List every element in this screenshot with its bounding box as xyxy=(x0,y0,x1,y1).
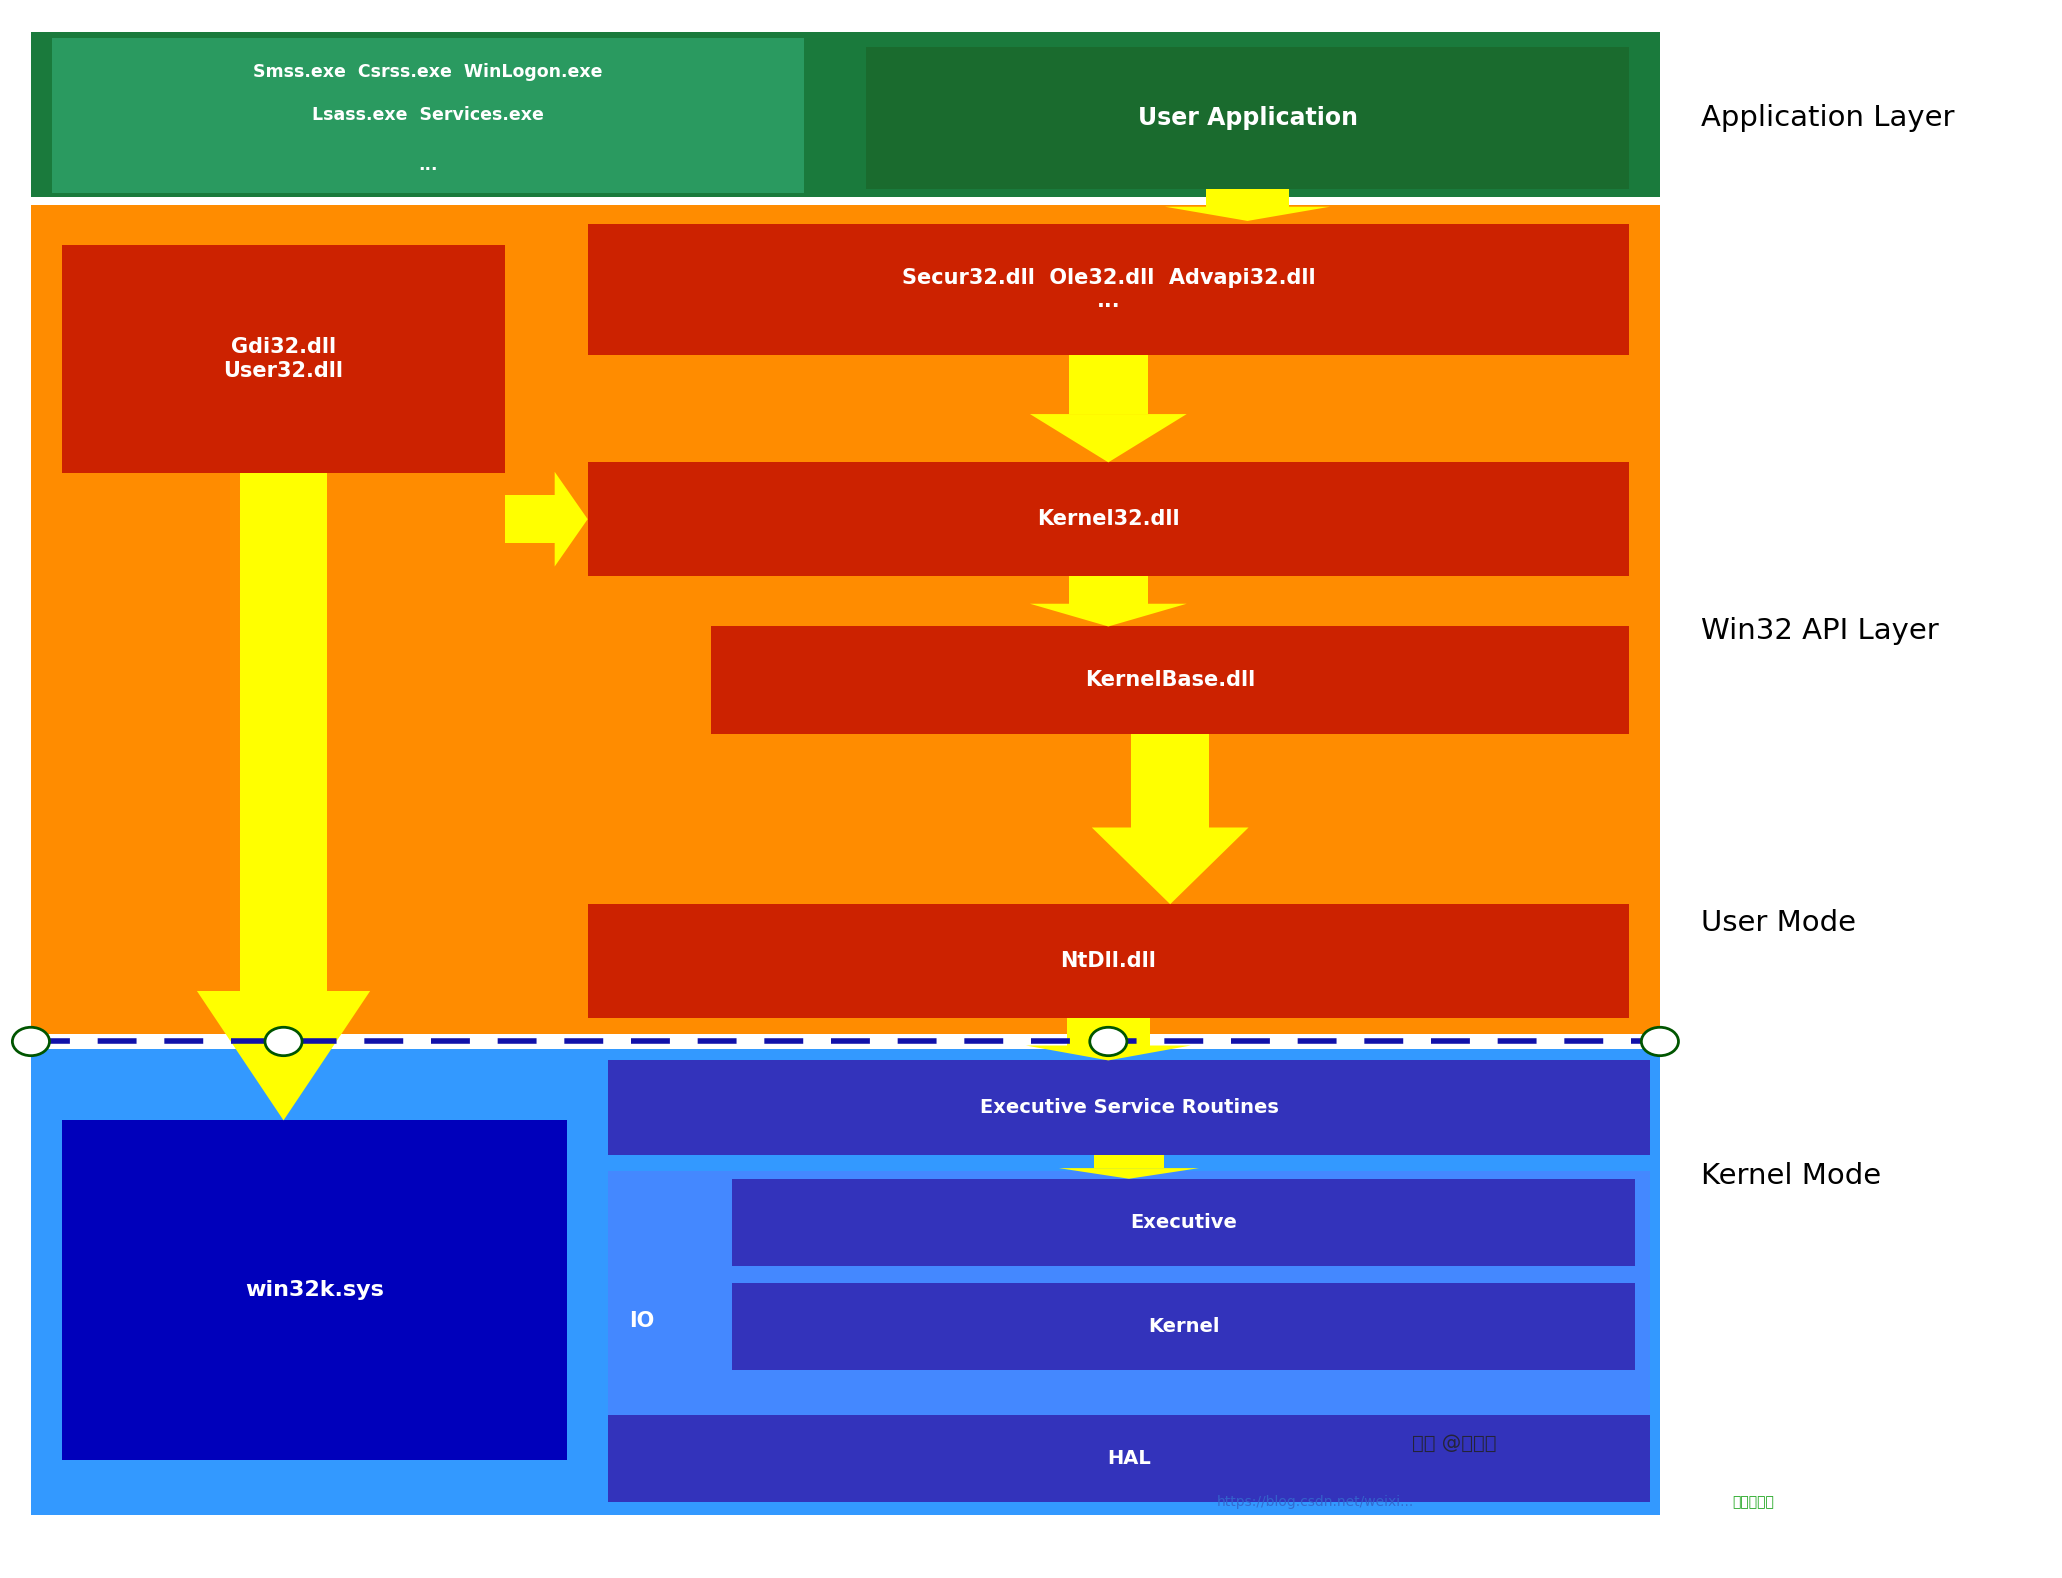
Circle shape xyxy=(12,1027,49,1056)
Text: User Mode: User Mode xyxy=(1701,909,1856,937)
Bar xyxy=(1130,734,1208,827)
Bar xyxy=(732,1283,1635,1370)
Text: 自动秘链接: 自动秘链接 xyxy=(1732,1496,1773,1509)
Polygon shape xyxy=(1165,207,1330,221)
Text: KernelBase.dll: KernelBase.dll xyxy=(1085,671,1256,690)
Text: Executive: Executive xyxy=(1130,1212,1237,1232)
Bar xyxy=(711,626,1629,734)
Polygon shape xyxy=(1027,1046,1192,1060)
Bar xyxy=(52,38,804,193)
Text: 知乎 @坚毅猿: 知乎 @坚毅猿 xyxy=(1412,1434,1497,1453)
Bar xyxy=(1068,355,1146,413)
Bar xyxy=(608,1060,1650,1155)
Bar xyxy=(866,47,1629,189)
Text: win32k.sys: win32k.sys xyxy=(245,1280,384,1300)
Bar xyxy=(1068,576,1146,604)
Bar xyxy=(608,1415,1650,1502)
Bar xyxy=(1206,189,1289,207)
Text: NtDll.dll: NtDll.dll xyxy=(1060,952,1157,970)
Bar xyxy=(608,1171,1650,1460)
Text: Win32 API Layer: Win32 API Layer xyxy=(1701,617,1938,645)
Text: Gdi32.dll
User32.dll: Gdi32.dll User32.dll xyxy=(223,338,344,380)
Bar xyxy=(588,904,1629,1018)
Bar xyxy=(62,245,505,473)
Bar xyxy=(1093,1155,1163,1168)
Text: Executive Service Routines: Executive Service Routines xyxy=(979,1098,1278,1117)
Text: HAL: HAL xyxy=(1107,1449,1151,1469)
Polygon shape xyxy=(198,991,371,1120)
Circle shape xyxy=(266,1027,303,1056)
Circle shape xyxy=(1641,1027,1678,1056)
Text: Kernel Mode: Kernel Mode xyxy=(1701,1161,1881,1190)
Polygon shape xyxy=(1093,827,1250,904)
Bar xyxy=(62,1120,567,1460)
Text: Kernel32.dll: Kernel32.dll xyxy=(1037,510,1179,529)
Text: User Application: User Application xyxy=(1138,106,1357,131)
Bar xyxy=(588,224,1629,355)
Text: ...: ... xyxy=(419,156,437,174)
Text: Secur32.dll  Ole32.dll  Advapi32.dll
...: Secur32.dll Ole32.dll Advapi32.dll ... xyxy=(901,268,1316,311)
Text: Application Layer: Application Layer xyxy=(1701,104,1955,133)
Polygon shape xyxy=(1031,413,1188,462)
Bar xyxy=(505,495,555,543)
Text: Smss.exe  Csrss.exe  WinLogon.exe: Smss.exe Csrss.exe WinLogon.exe xyxy=(254,63,602,80)
Polygon shape xyxy=(1031,604,1188,626)
Bar xyxy=(31,32,1660,197)
Bar xyxy=(1068,1018,1149,1046)
Bar xyxy=(732,1179,1635,1266)
Circle shape xyxy=(1091,1027,1126,1056)
Text: Kernel: Kernel xyxy=(1149,1316,1219,1337)
Polygon shape xyxy=(1060,1168,1200,1179)
Text: IO: IO xyxy=(629,1311,654,1330)
Bar xyxy=(31,1049,1660,1515)
Bar xyxy=(31,205,1660,1034)
Polygon shape xyxy=(555,472,588,567)
Text: Lsass.exe  Services.exe: Lsass.exe Services.exe xyxy=(311,106,544,125)
Bar xyxy=(588,462,1629,576)
Bar xyxy=(239,473,326,991)
Text: https://blog.csdn.net/weixi...: https://blog.csdn.net/weixi... xyxy=(1217,1496,1415,1509)
